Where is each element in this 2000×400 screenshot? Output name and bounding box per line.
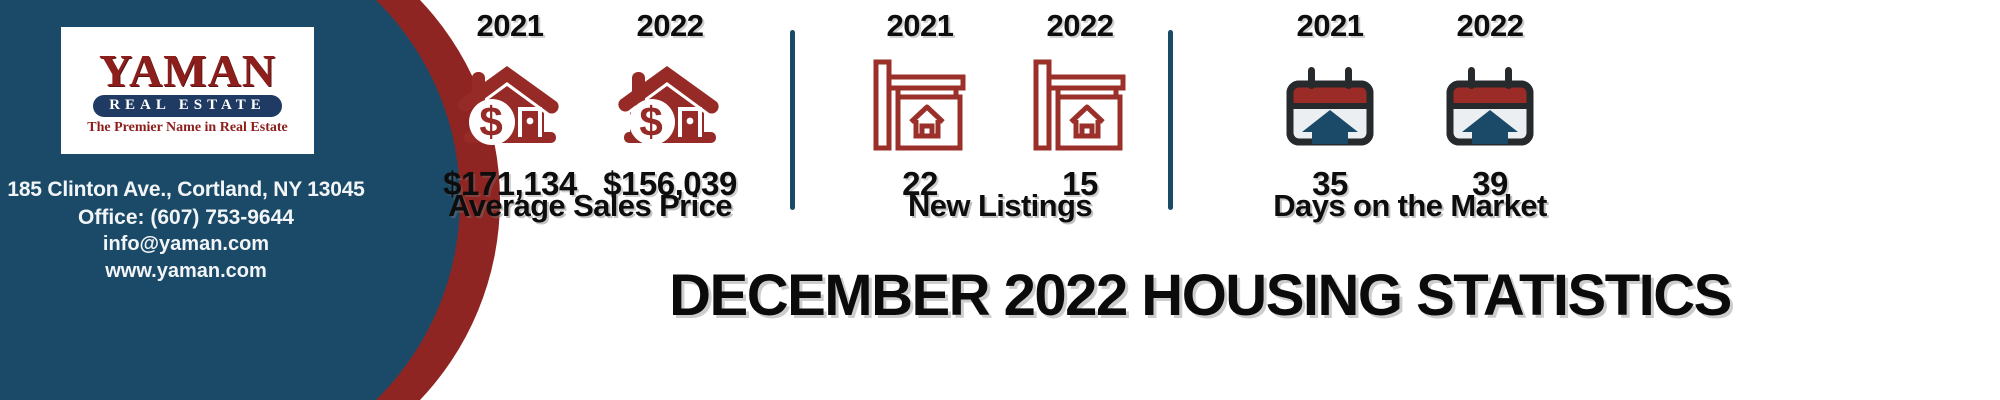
stat-value: 15 xyxy=(1062,165,1098,202)
stat-year-label: 2021 xyxy=(886,8,954,43)
stat-column-2021: 2021 xyxy=(840,0,1000,232)
house-dollar-icon: $ xyxy=(458,53,562,157)
stat-value: 35 xyxy=(1312,165,1348,202)
stat-column-2021: 2021 $ xyxy=(430,0,590,232)
stat-year-label: 2022 xyxy=(1046,8,1114,43)
page-title: DECEMBER 2022 HOUSING STATISTICS xyxy=(669,263,1732,328)
stat-value: $171,134 xyxy=(443,165,577,202)
stat-year-label: 2021 xyxy=(1296,8,1364,43)
svg-text:$: $ xyxy=(639,98,662,145)
logo-subtitle-bar: REAL ESTATE xyxy=(93,94,282,117)
logo-tagline: The Premier Name in Real Estate xyxy=(87,119,288,135)
contact-email[interactable]: info@yaman.com xyxy=(102,233,270,256)
stat-group-new-listings: 2021 xyxy=(830,0,1170,240)
calendar-house-icon xyxy=(1440,53,1540,157)
logo-wordmark: YAMAN xyxy=(98,45,277,97)
stat-column-2022: 2022 xyxy=(1000,0,1160,232)
section-divider xyxy=(1168,30,1173,210)
contact-block: 185 Clinton Ave., Cortland, NY 13045 Off… xyxy=(0,176,372,284)
yaman-logo: YAMAN REAL ESTATE The Premier Name in Re… xyxy=(61,27,314,154)
stat-value: 39 xyxy=(1472,165,1508,202)
calendar-house-icon xyxy=(1280,53,1380,157)
stat-group-average-sales-price: 2021 $ xyxy=(410,0,770,240)
stat-group-label: Average Sales Price xyxy=(448,188,732,223)
section-divider xyxy=(790,30,795,210)
stats-region: 2021 $ xyxy=(400,0,2000,400)
svg-text:$: $ xyxy=(479,98,502,145)
stat-year-label: 2021 xyxy=(476,8,544,43)
stat-group-label: Days on the Market xyxy=(1273,188,1547,223)
stat-year-label: 2022 xyxy=(1456,8,1524,43)
stat-value: 22 xyxy=(902,165,938,202)
stat-group-label: New Listings xyxy=(908,188,1093,223)
for-sale-sign-icon xyxy=(1030,53,1130,157)
stat-year-label: 2022 xyxy=(636,8,704,43)
stat-value: $156,039 xyxy=(603,165,737,202)
contact-phone: Office: (607) 753-9644 xyxy=(78,205,294,229)
logo-subtitle: REAL ESTATE xyxy=(109,96,266,113)
stat-column-2022: 2022 39 xyxy=(1410,0,1570,232)
contact-website[interactable]: www.yaman.com xyxy=(105,259,267,282)
stat-column-2022: 2022 $ xyxy=(590,0,750,232)
stat-group-days-on-market: 2021 35 xyxy=(1210,0,1610,240)
stat-column-2021: 2021 35 xyxy=(1250,0,1410,232)
house-dollar-icon: $ xyxy=(618,53,722,157)
contact-address: 185 Clinton Ave., Cortland, NY 13045 xyxy=(7,178,365,201)
for-sale-sign-icon xyxy=(870,53,970,157)
brand-content: YAMAN REAL ESTATE The Premier Name in Re… xyxy=(0,0,400,400)
